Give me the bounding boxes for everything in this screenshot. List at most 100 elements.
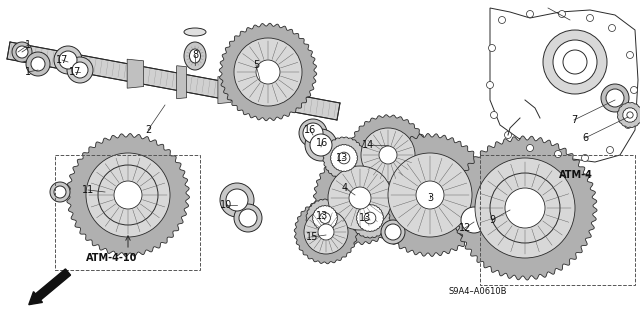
Text: 4: 4 [342,183,348,193]
Circle shape [234,204,262,232]
Circle shape [499,17,506,24]
Circle shape [361,128,415,182]
Circle shape [527,145,534,152]
Circle shape [50,182,70,202]
Text: 2: 2 [145,125,151,135]
Text: 9: 9 [489,215,495,225]
Polygon shape [369,134,492,256]
Circle shape [86,153,170,237]
Circle shape [543,30,607,94]
Polygon shape [348,115,428,195]
Circle shape [59,51,77,69]
Polygon shape [350,198,390,238]
Circle shape [226,189,248,211]
Polygon shape [127,59,143,88]
Polygon shape [618,102,640,128]
Circle shape [606,89,624,107]
Circle shape [461,207,487,233]
Circle shape [559,11,566,18]
Polygon shape [177,66,186,99]
Circle shape [554,151,561,158]
Polygon shape [312,205,337,231]
Polygon shape [220,23,317,121]
Circle shape [328,166,392,230]
Ellipse shape [184,28,206,36]
Circle shape [319,212,330,223]
Circle shape [475,158,575,258]
Text: 14: 14 [362,140,374,150]
Circle shape [601,84,629,112]
Polygon shape [623,108,637,122]
Ellipse shape [184,42,206,70]
Circle shape [304,210,348,254]
Circle shape [627,112,633,118]
Circle shape [234,38,302,106]
Text: 11: 11 [82,185,94,195]
Bar [55,155,200,270]
Circle shape [625,122,632,129]
FancyArrow shape [29,269,70,305]
Polygon shape [453,136,597,280]
Polygon shape [323,137,365,179]
Polygon shape [7,42,340,120]
Text: 1: 1 [25,67,31,77]
Text: 13: 13 [316,211,328,221]
Text: 16: 16 [316,138,328,148]
Circle shape [338,152,350,164]
Polygon shape [294,200,358,264]
Circle shape [620,105,640,125]
Circle shape [299,119,327,147]
Circle shape [381,220,405,244]
Circle shape [486,81,493,88]
Circle shape [630,86,637,93]
Circle shape [318,224,334,240]
Text: ATM-4-10: ATM-4-10 [86,253,138,263]
Circle shape [16,46,28,58]
Circle shape [239,209,257,227]
Circle shape [609,25,616,32]
Text: S9A4–A0610B: S9A4–A0610B [449,287,508,296]
Polygon shape [67,134,189,256]
Text: 6: 6 [582,133,588,143]
Polygon shape [218,77,231,104]
Circle shape [12,42,32,62]
Circle shape [454,200,494,240]
Circle shape [624,109,636,121]
Circle shape [527,11,534,18]
Text: 3: 3 [427,193,433,203]
Text: 7: 7 [571,115,577,125]
Circle shape [504,131,511,138]
Text: 1: 1 [25,40,31,50]
Text: 16: 16 [304,125,316,135]
Circle shape [586,14,593,21]
Circle shape [31,57,45,71]
Polygon shape [314,152,406,245]
Circle shape [220,183,254,217]
Circle shape [26,52,50,76]
Text: 12: 12 [459,223,471,233]
Circle shape [310,134,332,156]
Circle shape [488,44,495,51]
Circle shape [256,60,280,84]
Circle shape [54,46,82,74]
Polygon shape [330,145,358,171]
Circle shape [388,153,472,237]
Circle shape [553,40,597,84]
Circle shape [72,62,88,78]
Ellipse shape [189,49,200,63]
Circle shape [305,129,337,161]
Circle shape [505,188,545,228]
Circle shape [563,50,587,74]
Text: 5: 5 [253,60,259,70]
Circle shape [385,224,401,240]
Circle shape [607,146,614,153]
Text: 8: 8 [192,50,198,60]
Polygon shape [306,199,344,237]
Polygon shape [262,85,273,111]
Text: 15: 15 [306,232,318,242]
Text: 17: 17 [69,67,81,77]
Text: 13: 13 [336,153,348,163]
Text: ATM-4: ATM-4 [559,170,593,180]
Text: 10: 10 [220,200,232,210]
Circle shape [490,112,497,118]
